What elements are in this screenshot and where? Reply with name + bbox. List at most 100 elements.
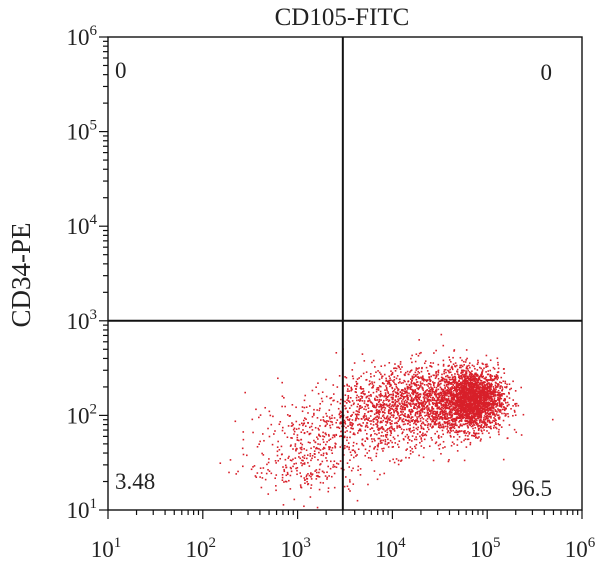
scatter-point	[442, 392, 445, 395]
scatter-point	[474, 402, 477, 405]
scatter-point	[406, 416, 409, 419]
scatter-point	[455, 401, 457, 404]
scatter-point	[457, 408, 459, 411]
y-tick-label: 101	[67, 496, 98, 523]
scatter-point	[402, 418, 405, 420]
scatter-point	[396, 427, 398, 429]
scatter-point	[470, 412, 473, 415]
scatter-point	[317, 382, 319, 384]
x-tick-label: 101	[91, 535, 122, 562]
scatter-point	[515, 402, 518, 405]
scatter-point	[308, 465, 311, 467]
scatter-point	[411, 379, 413, 382]
scatter-point	[413, 403, 416, 406]
scatter-point	[394, 391, 397, 393]
scatter-point	[410, 396, 413, 399]
scatter-point	[322, 448, 324, 450]
scatter-point	[417, 394, 419, 397]
scatter-point	[401, 420, 404, 423]
scatter-point	[457, 431, 459, 434]
scatter-point	[488, 421, 491, 424]
scatter-point	[439, 443, 442, 446]
scatter-point	[298, 427, 300, 430]
scatter-point	[490, 399, 492, 402]
scatter-point	[322, 435, 324, 437]
scatter-point	[367, 483, 369, 486]
scatter-point	[293, 433, 295, 435]
scatter-point	[436, 410, 439, 413]
scatter-point	[428, 445, 431, 448]
scatter-point	[394, 422, 396, 425]
scatter-point	[489, 407, 492, 410]
scatter-point	[478, 427, 481, 430]
scatter-point	[319, 449, 322, 451]
scatter-point	[405, 418, 407, 421]
scatter-point	[436, 399, 439, 402]
scatter-point	[495, 403, 498, 405]
scatter-point	[452, 403, 455, 406]
scatter-point	[481, 373, 483, 375]
scatter-point	[389, 423, 392, 425]
scatter-point	[460, 390, 462, 393]
scatter-point	[306, 430, 309, 433]
scatter-point	[369, 382, 372, 385]
scatter-point	[379, 473, 381, 476]
scatter-point	[295, 448, 297, 451]
scatter-point	[488, 395, 490, 397]
scatter-point	[449, 429, 452, 431]
scatter-point	[404, 413, 406, 415]
scatter-point	[321, 460, 324, 463]
scatter-point	[480, 403, 483, 406]
scatter-point	[344, 394, 347, 396]
scatter-point	[365, 437, 368, 439]
scatter-point	[370, 375, 372, 378]
scatter-point	[458, 380, 460, 383]
scatter-point	[396, 387, 398, 389]
scatter-point	[435, 414, 438, 416]
scatter-point	[491, 400, 494, 403]
scatter-point	[471, 407, 473, 409]
scatter-point	[466, 425, 469, 427]
scatter-point	[395, 405, 398, 408]
scatter-point	[491, 421, 494, 424]
scatter-point	[455, 395, 458, 398]
scatter-point	[475, 404, 478, 407]
scatter-point	[362, 390, 365, 392]
scatter-point	[389, 416, 392, 419]
scatter-point	[366, 438, 369, 440]
scatter-point	[328, 439, 330, 442]
scatter-point	[478, 411, 481, 413]
scatter-point	[261, 433, 264, 435]
scatter-point	[318, 434, 321, 437]
scatter-point	[408, 456, 410, 459]
scatter-point	[434, 420, 437, 423]
scatter-point	[348, 419, 350, 422]
scatter-point	[401, 366, 403, 368]
scatter-point	[419, 412, 421, 415]
scatter-point	[408, 410, 411, 412]
scatter-point	[437, 444, 440, 447]
scatter-point	[331, 447, 334, 449]
scatter-point	[330, 403, 332, 406]
scatter-point	[473, 432, 476, 435]
scatter-point	[456, 402, 459, 404]
scatter-point	[313, 452, 316, 455]
scatter-point	[417, 388, 420, 391]
scatter-point	[439, 417, 441, 420]
scatter-point	[489, 385, 491, 387]
scatter-point	[328, 416, 331, 418]
scatter-point	[378, 385, 381, 387]
scatter-point	[275, 489, 277, 492]
scatter-point	[428, 394, 431, 397]
scatter-point	[346, 439, 348, 442]
scatter-point	[394, 367, 396, 369]
scatter-point	[476, 410, 479, 412]
scatter-point	[367, 407, 370, 409]
scatter-point	[413, 405, 415, 408]
scatter-point	[445, 418, 447, 421]
scatter-point	[453, 418, 456, 421]
scatter-point	[415, 385, 418, 387]
scatter-point	[487, 417, 489, 420]
scatter-point	[469, 417, 471, 419]
scatter-point	[369, 410, 372, 412]
